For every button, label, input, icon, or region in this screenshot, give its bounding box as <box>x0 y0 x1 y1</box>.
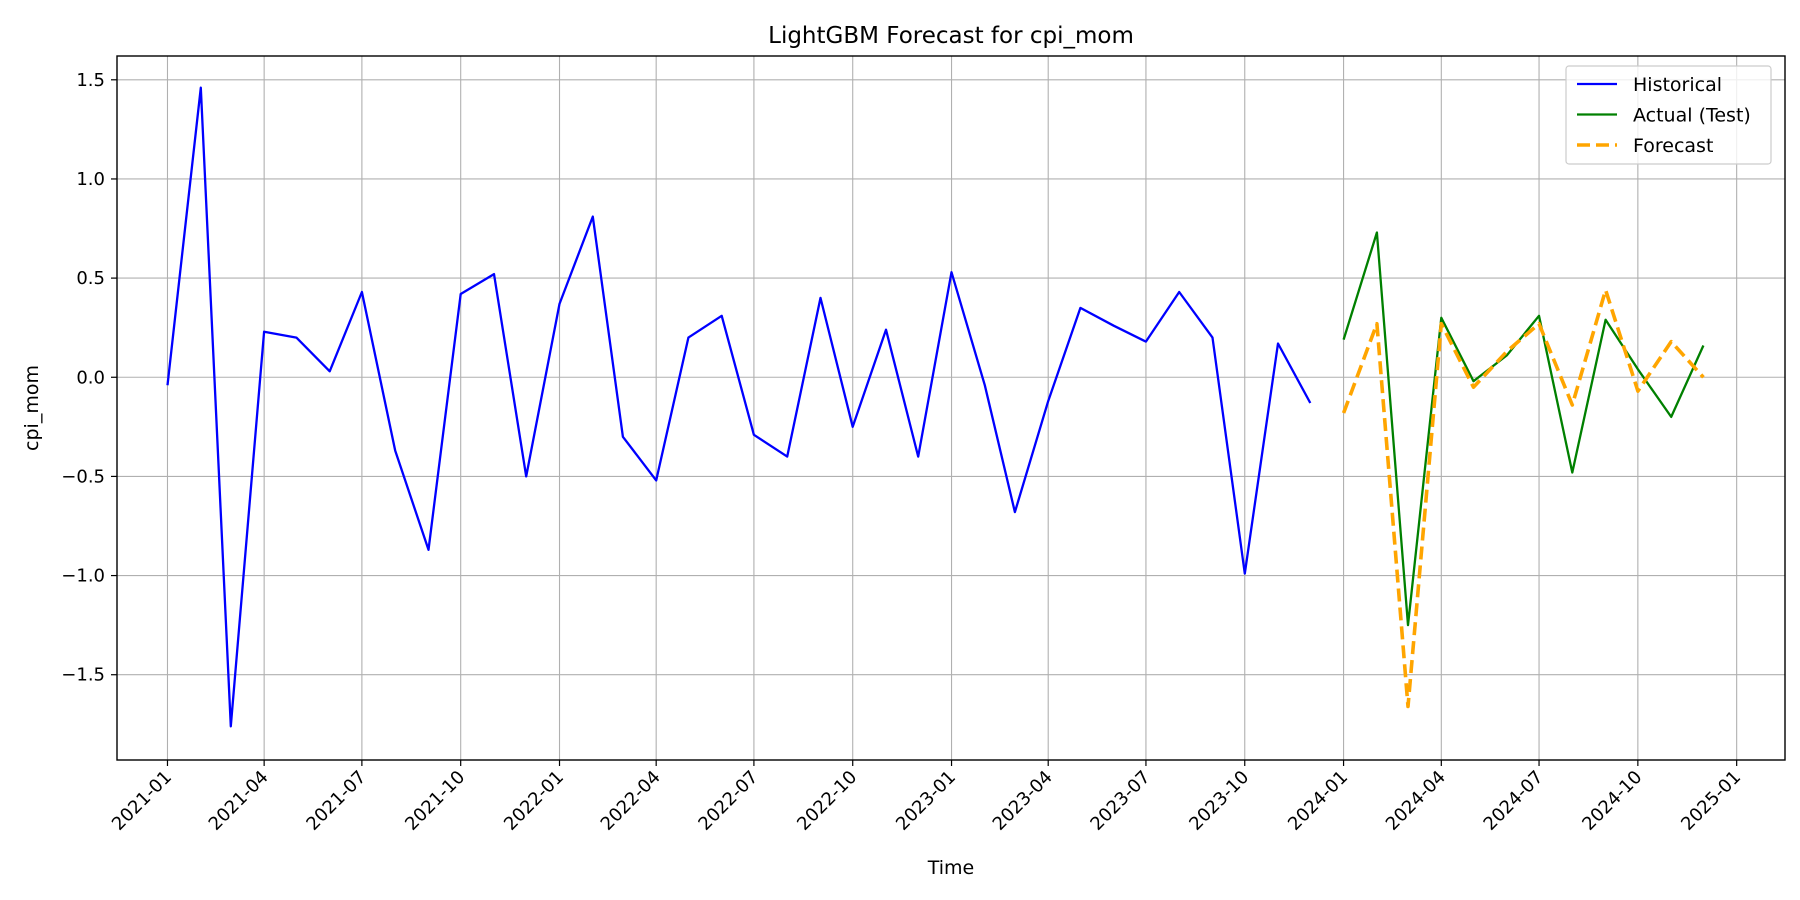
y-tick-label: −1.5 <box>61 665 105 686</box>
series-actual-test <box>1342 231 1705 627</box>
legend-label: Historical <box>1633 74 1722 96</box>
series-line <box>1341 288 1705 709</box>
legend-label: Forecast <box>1633 135 1713 157</box>
y-tick-label: 0.0 <box>76 367 105 388</box>
y-axis-label: cpi_mom <box>21 365 43 451</box>
y-tick-label: −0.5 <box>61 466 105 487</box>
y-tick-label: 1.0 <box>76 169 105 190</box>
series-historical <box>166 86 1312 728</box>
legend-label: Actual (Test) <box>1633 105 1751 127</box>
chart-title: LightGBM Forecast for cpi_mom <box>768 23 1134 49</box>
series-lines <box>166 86 1705 728</box>
y-tick-label: 1.5 <box>76 70 105 91</box>
y-tick-label: −1.0 <box>61 566 105 587</box>
series-line <box>1342 231 1705 627</box>
legend-box <box>1565 65 1772 165</box>
x-axis-label: Time <box>927 857 975 879</box>
y-tick-label: 0.5 <box>76 268 105 289</box>
legend: Historical Actual (Test) Forecast <box>1565 65 1772 165</box>
series-line <box>166 86 1312 728</box>
series-forecast <box>1341 288 1705 709</box>
